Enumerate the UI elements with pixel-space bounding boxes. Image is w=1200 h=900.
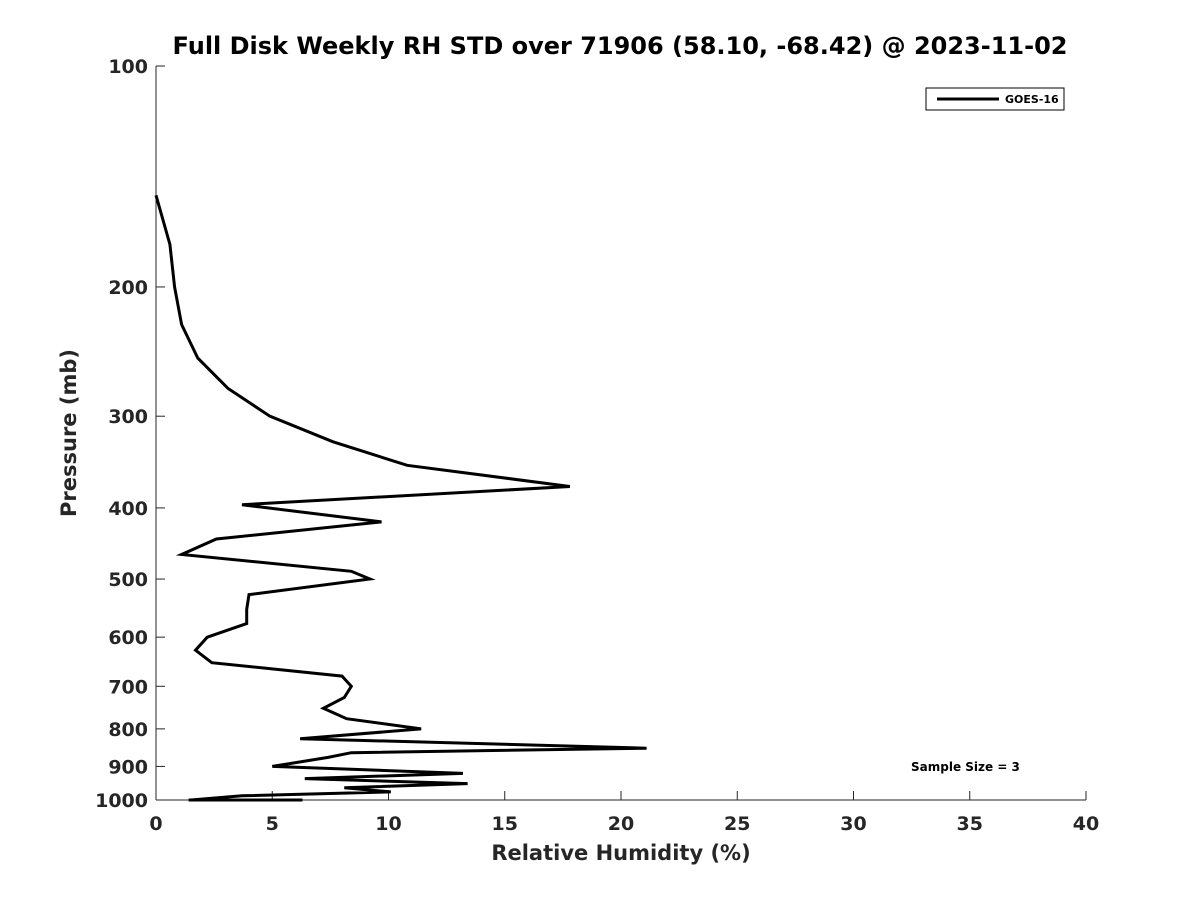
series-layer (154, 194, 647, 802)
x-tick-label: 30 (840, 813, 866, 835)
sample-size-annotation: Sample Size = 3 (911, 760, 1020, 774)
y-tick-label: 1000 (95, 790, 148, 812)
x-tick-label: 10 (375, 813, 401, 835)
y-tick-label: 700 (108, 676, 148, 698)
y-tick-label: 200 (108, 277, 148, 299)
y-tick-label: 500 (108, 569, 148, 591)
x-tick-label: 5 (266, 813, 279, 835)
x-axis-label: Relative Humidity (%) (491, 841, 750, 865)
chart-title: Full Disk Weekly RH STD over 71906 (58.1… (173, 32, 1068, 60)
y-tick-label: 300 (108, 406, 148, 428)
x-tick-label: 25 (724, 813, 750, 835)
y-tick-label: 400 (108, 498, 148, 520)
x-tick-label: 40 (1073, 813, 1099, 835)
x-ticks: 0 5 10 15 20 25 30 35 40 (149, 791, 1099, 835)
x-tick-label: 15 (492, 813, 518, 835)
x-tick-label: 20 (608, 813, 634, 835)
x-tick-label: 0 (149, 813, 162, 835)
y-tick-label: 600 (108, 627, 148, 649)
legend: GOES-16 (925, 87, 1065, 111)
y-tick-label: 100 (108, 56, 148, 78)
y-axis-label: Pressure (mb) (57, 349, 81, 517)
x-tick-label: 35 (957, 813, 983, 835)
y-ticks: 100 200 300 400 500 600 700 800 900 1000 (95, 56, 165, 812)
y-tick-label: 800 (108, 719, 148, 741)
series-line-goes-16 (154, 194, 647, 802)
legend-label-goes-16: GOES-16 (1005, 93, 1059, 106)
y-tick-label: 900 (108, 756, 148, 778)
